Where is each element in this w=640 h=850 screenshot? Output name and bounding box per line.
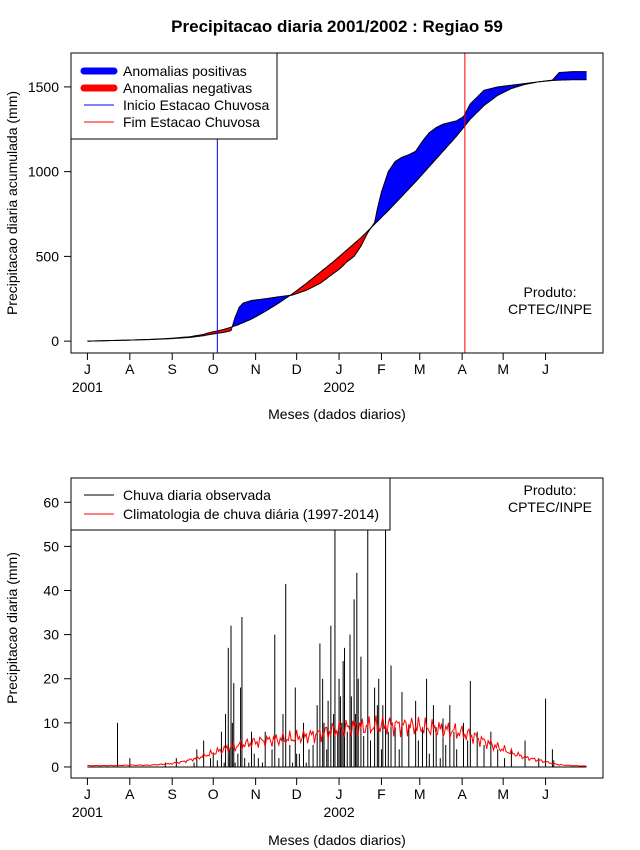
daily-panel: 0 10 20 30 40 50 60 J A S O N D J F M A M J 2001 2002 Preci… — [4, 477, 604, 848]
top-month-label: J — [542, 361, 549, 377]
top-y-tick-label: 1000 — [28, 164, 59, 180]
bottom-y-tick-label: 20 — [43, 671, 59, 687]
bottom-y-tick-label: 0 — [51, 759, 59, 775]
top-year-label: 2002 — [323, 379, 354, 395]
top-month-label: A — [125, 361, 135, 377]
top-month-label: F — [377, 361, 386, 377]
product-source-top: CPTEC/INPE — [508, 301, 592, 317]
top-month-label: M — [414, 361, 426, 377]
bottom-y-tick-label: 30 — [43, 627, 59, 643]
product-label-bottom: Produto: — [524, 482, 577, 498]
accumulated-panel: 0 500 1000 1500 J A S O N D J F M A M J 2001 2002 Precip… — [4, 52, 604, 422]
bottom-year-label: 2001 — [72, 804, 103, 820]
bottom-y-tick-label: 60 — [43, 494, 59, 510]
top-month-label: M — [497, 361, 509, 377]
bottom-month-label: A — [457, 786, 467, 802]
top-month-label: N — [251, 361, 261, 377]
y-axis-label-top: Precipitacao diaria acumulada (mm) — [4, 91, 20, 315]
x-axis-label-bottom: Meses (dados diarios) — [268, 832, 406, 848]
legend-bottom: Chuva diaria observada Climatologia de c… — [70, 477, 391, 531]
negative-anomaly-area — [129, 327, 232, 341]
bottom-y-tick-label: 50 — [43, 538, 59, 554]
top-month-label: D — [292, 361, 302, 377]
bottom-month-label: J — [84, 786, 91, 802]
negative-anomaly-area — [291, 228, 371, 296]
climatology-daily-line — [87, 715, 587, 767]
legend-label-observed: Chuva diaria observada — [123, 487, 271, 503]
bottom-year-label: 2002 — [323, 804, 354, 820]
bottom-month-label: M — [414, 786, 426, 802]
legend-top: Anomalias positivas Anomalias negativas … — [70, 52, 278, 140]
legend-label-climatology: Climatologia de chuva diária (1997-2014) — [123, 506, 379, 522]
bottom-month-label: S — [168, 786, 177, 802]
bottom-month-label: N — [251, 786, 261, 802]
legend-label-negative: Anomalias negativas — [123, 80, 252, 96]
top-y-tick-label: 1500 — [28, 79, 59, 95]
legend-label-start: Inicio Estacao Chuvosa — [123, 97, 270, 113]
bottom-month-label: M — [497, 786, 509, 802]
bottom-month-label: O — [208, 786, 219, 802]
climatology-accumulated-line — [87, 79, 587, 342]
positive-anomaly-area — [232, 295, 290, 327]
x-axis-label-top: Meses (dados diarios) — [268, 406, 406, 422]
top-month-label: O — [208, 361, 219, 377]
top-month-label: S — [168, 361, 177, 377]
top-month-label: J — [336, 361, 343, 377]
bottom-month-label: J — [542, 786, 549, 802]
legend-box-bottom — [70, 477, 391, 531]
bottom-month-label: A — [125, 786, 135, 802]
top-y-tick-label: 500 — [36, 248, 60, 264]
top-month-label: J — [84, 361, 91, 377]
bottom-y-tick-label: 10 — [43, 715, 59, 731]
top-year-label: 2001 — [72, 379, 103, 395]
legend-label-positive: Anomalias positivas — [123, 63, 247, 79]
bottom-y-tick-label: 40 — [43, 583, 59, 599]
product-source-bottom: CPTEC/INPE — [508, 499, 592, 515]
positive-anomaly-area — [371, 71, 587, 227]
top-month-label: A — [457, 361, 467, 377]
top-y-tick-label: 0 — [51, 333, 59, 349]
y-axis-label-bottom: Precipitacao diaria (mm) — [4, 552, 20, 704]
bottom-month-label: J — [336, 786, 343, 802]
bottom-month-label: F — [377, 786, 386, 802]
page-title: Precipitacao diaria 2001/2002 : Regiao 5… — [171, 17, 503, 36]
legend-label-end: Fim Estacao Chuvosa — [123, 114, 260, 130]
bottom-month-label: D — [292, 786, 302, 802]
product-label-top: Produto: — [524, 284, 577, 300]
legend-box-top — [70, 52, 278, 140]
